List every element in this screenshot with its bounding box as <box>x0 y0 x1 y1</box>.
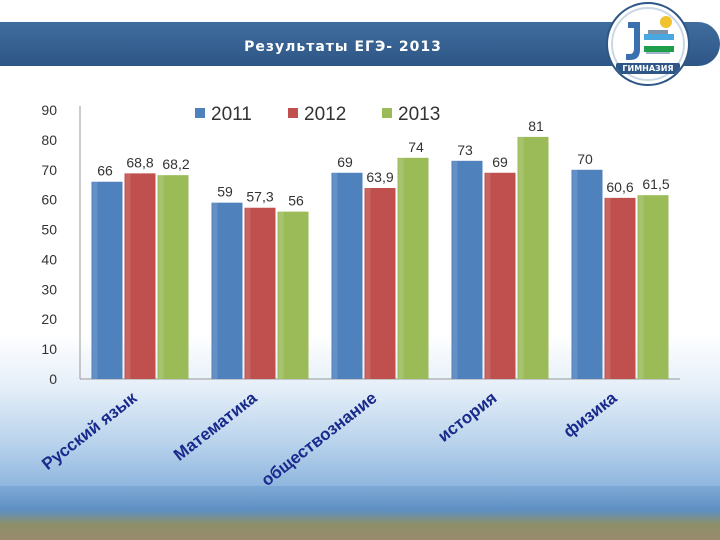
x-category-label: Математика <box>170 388 261 465</box>
logo-caption: ГИМНАЗИЯ <box>616 63 680 74</box>
x-category-label: Русский язык <box>38 388 141 474</box>
data-label-2011: 73 <box>457 142 473 158</box>
data-label-2013: 68,2 <box>162 156 189 172</box>
bar-2011 <box>331 172 363 379</box>
bar-highlight <box>125 173 131 379</box>
data-label-2011: 59 <box>217 184 233 200</box>
bar-2013 <box>277 211 309 379</box>
data-label-2013: 74 <box>408 139 424 155</box>
legend-swatch-2011 <box>195 108 205 118</box>
data-label-2011: 70 <box>577 151 593 167</box>
legend-label-2013: 2013 <box>398 104 440 125</box>
bar-highlight <box>92 181 98 379</box>
bar-2012 <box>604 197 636 379</box>
bar-2013 <box>157 175 189 379</box>
data-label-2011: 69 <box>337 154 353 170</box>
bar-2011 <box>211 202 243 379</box>
bar-2011 <box>451 160 483 379</box>
bar-2012 <box>244 207 276 379</box>
bar-highlight <box>638 195 644 379</box>
legend-swatch-2012 <box>288 108 298 118</box>
bar-highlight <box>518 136 524 379</box>
bar-highlight <box>212 202 218 379</box>
legend-label-2012: 2012 <box>304 104 346 125</box>
data-label-2012: 57,3 <box>246 189 273 205</box>
legend-label-2011: 2011 <box>211 104 252 125</box>
y-tick-label: 40 <box>41 251 57 267</box>
bar-2012 <box>364 188 396 379</box>
bar-highlight <box>245 207 251 379</box>
bar-highlight <box>332 172 338 379</box>
bar-2011 <box>91 181 123 379</box>
data-label-2011: 66 <box>97 163 113 179</box>
y-tick-label: 60 <box>41 192 57 208</box>
bar-2012 <box>484 172 516 379</box>
x-category-label: история <box>434 388 500 446</box>
y-tick-label: 30 <box>41 281 57 297</box>
bar-highlight <box>485 172 491 379</box>
bar-highlight <box>398 157 404 379</box>
bar-highlight <box>278 211 284 379</box>
y-tick-label: 0 <box>49 371 57 387</box>
slide-title: Результаты ЕГЭ- 2013 <box>244 39 442 55</box>
bar-highlight <box>158 175 164 379</box>
legend-swatch-2013 <box>382 108 392 118</box>
data-label-2013: 61,5 <box>642 176 669 192</box>
bar-highlight <box>572 169 578 379</box>
bar-2011 <box>571 169 603 379</box>
x-category-label: обществознание <box>258 388 381 490</box>
y-tick-label: 90 <box>41 102 57 118</box>
bar-highlight <box>605 197 611 379</box>
bar-highlight <box>365 188 371 379</box>
y-tick-label: 80 <box>41 132 57 148</box>
bar-highlight <box>452 160 458 379</box>
data-label-2013: 81 <box>528 118 544 134</box>
y-tick-label: 70 <box>41 162 57 178</box>
y-tick-label: 50 <box>41 222 57 238</box>
data-label-2012: 60,6 <box>606 179 633 195</box>
title-bar: Результаты ЕГЭ- 2013 <box>0 22 720 66</box>
bottom-landscape-strip <box>0 486 720 540</box>
y-tick-label: 20 <box>41 311 57 327</box>
x-category-label: физика <box>560 388 621 442</box>
gymnasium-logo-icon: ГИМНАЗИЯ <box>606 2 690 86</box>
bar-2013 <box>397 157 429 379</box>
logo-graphic <box>611 7 685 81</box>
data-label-2012: 68,8 <box>126 154 153 170</box>
bar-2012 <box>124 173 156 379</box>
data-label-2012: 63,9 <box>366 169 393 185</box>
y-tick-label: 10 <box>41 341 57 357</box>
bar-2013 <box>517 136 549 379</box>
data-label-2012: 69 <box>492 154 508 170</box>
data-label-2013: 56 <box>288 193 304 209</box>
bar-2013 <box>637 195 669 379</box>
